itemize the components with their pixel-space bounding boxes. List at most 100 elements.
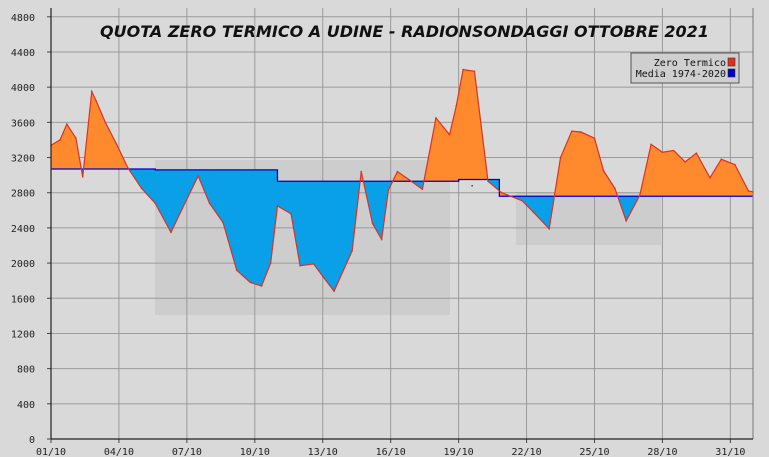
x-tick-label: 13/10 <box>308 447 338 457</box>
data-point-zero-termico <box>249 281 252 284</box>
data-point-zero-termico <box>571 130 573 132</box>
data-point-zero-termico <box>435 117 437 119</box>
data-point-zero-termico <box>747 190 750 192</box>
data-point-zero-termico <box>580 131 582 133</box>
y-tick-label: 1600 <box>11 294 35 305</box>
data-point-zero-termico <box>351 249 353 252</box>
data-point-zero-termico <box>66 123 68 125</box>
data-point-zero-termico <box>695 152 698 154</box>
data-point-zero-termico <box>672 149 675 152</box>
data-point-zero-termico <box>500 191 503 194</box>
data-point-zero-termico <box>360 170 363 173</box>
y-tick-label: 4400 <box>11 48 35 59</box>
x-tick-label: 07/10 <box>172 447 202 457</box>
x-tick-label: 10/10 <box>240 447 270 457</box>
y-tick-label: 2400 <box>11 224 35 235</box>
data-point-zero-termico <box>276 205 279 207</box>
data-point-zero-termico <box>734 163 736 166</box>
data-point-zero-termico <box>473 70 476 73</box>
data-point-zero-termico <box>321 275 324 278</box>
data-point-zero-termico <box>532 211 535 213</box>
data-point-zero-termico <box>625 220 627 222</box>
data-point-zero-termico <box>90 90 93 93</box>
data-point-zero-termico <box>59 139 61 141</box>
data-point-zero-termico <box>684 161 686 163</box>
data-point-zero-termico <box>380 238 383 241</box>
chart-title: QUOTA ZERO TERMICO A UDINE - RADIONSONDA… <box>100 22 709 41</box>
data-point-zero-termico <box>222 221 224 224</box>
data-point-zero-termico <box>208 202 211 205</box>
y-tick-label: 3200 <box>11 154 35 165</box>
data-point-zero-termico <box>559 156 562 159</box>
data-point-zero-termico <box>709 176 711 179</box>
series-line-zero-termico <box>50 68 754 293</box>
data-point-zero-termico <box>154 202 156 205</box>
data-point-zero-termico <box>235 269 238 271</box>
line-layer: . <box>50 68 754 293</box>
data-point-zero-termico <box>269 262 272 264</box>
y-tick-label: 1200 <box>11 329 35 340</box>
data-point-zero-termico <box>299 264 301 267</box>
data-point-zero-termico <box>181 207 184 210</box>
data-point-zero-termico <box>170 231 172 234</box>
y-tick-label: 3600 <box>11 118 35 129</box>
series-line-media <box>51 168 753 197</box>
data-point-zero-termico <box>509 195 512 198</box>
data-point-zero-termico <box>371 222 374 225</box>
data-point-zero-termico <box>521 199 523 202</box>
x-tick-label: 28/10 <box>647 447 677 457</box>
data-point-zero-termico <box>81 176 84 178</box>
data-point-zero-termico <box>95 100 98 103</box>
data-point-zero-termico <box>387 189 390 191</box>
data-point-zero-termico <box>462 68 464 71</box>
data-point-zero-termico <box>407 178 410 181</box>
data-point-zero-termico <box>661 151 664 154</box>
data-point-zero-termico <box>602 169 605 172</box>
legend-label-zero-termico: Zero Termico <box>654 58 726 69</box>
data-point-zero-termico <box>127 167 129 169</box>
data-point-zero-termico <box>421 188 424 190</box>
legend-label-media: Media 1974-2020 <box>636 69 726 80</box>
data-point-zero-termico <box>333 290 335 293</box>
legend-swatch-media <box>727 68 736 78</box>
legend-box <box>630 52 740 84</box>
data-point-zero-termico <box>593 137 596 139</box>
data-point-zero-termico <box>260 285 263 287</box>
data-point-zero-termico <box>104 121 107 124</box>
x-tick-label: 16/10 <box>376 447 406 457</box>
data-point-zero-termico <box>448 133 451 136</box>
data-point-zero-termico <box>115 143 118 146</box>
stray-dot-mark: . <box>469 179 475 190</box>
data-point-zero-termico <box>140 187 143 190</box>
x-tick-label: 25/10 <box>579 447 609 457</box>
x-tick-label: 22/10 <box>511 447 541 457</box>
data-point-zero-termico <box>75 137 77 139</box>
data-point-zero-termico <box>638 194 641 197</box>
data-point-zero-termico <box>312 263 315 265</box>
y-tick-label: 400 <box>17 400 35 411</box>
data-point-zero-termico <box>290 213 292 215</box>
y-tick-label: 2000 <box>11 259 35 270</box>
data-point-zero-termico <box>614 187 616 190</box>
data-point-zero-termico <box>487 180 489 183</box>
x-tick-label: 04/10 <box>104 447 134 457</box>
y-tick-label: 800 <box>17 365 35 376</box>
data-point-zero-termico <box>720 158 723 161</box>
data-point-zero-termico <box>650 143 652 146</box>
x-tick-label: 31/10 <box>715 447 745 457</box>
data-point-zero-termico <box>455 104 458 107</box>
y-tick-label: 2800 <box>11 189 35 200</box>
data-point-zero-termico <box>396 170 399 173</box>
axis-layer: 0 400 800 1200 1600 2000 2400 2800 3200 3600 4000 4… <box>11 8 754 457</box>
legend-swatch-zero-termico <box>727 57 736 67</box>
y-tick-label: 0 <box>29 435 35 446</box>
data-point-zero-termico <box>548 227 550 230</box>
x-tick-label: 19/10 <box>444 447 474 457</box>
y-tick-label: 4000 <box>11 83 35 94</box>
data-point-zero-termico <box>197 175 199 177</box>
x-tick-label: 01/10 <box>36 447 66 457</box>
legend: Zero Termico Media 1974-2020 <box>630 52 740 84</box>
y-tick-label: 4800 <box>11 13 35 24</box>
